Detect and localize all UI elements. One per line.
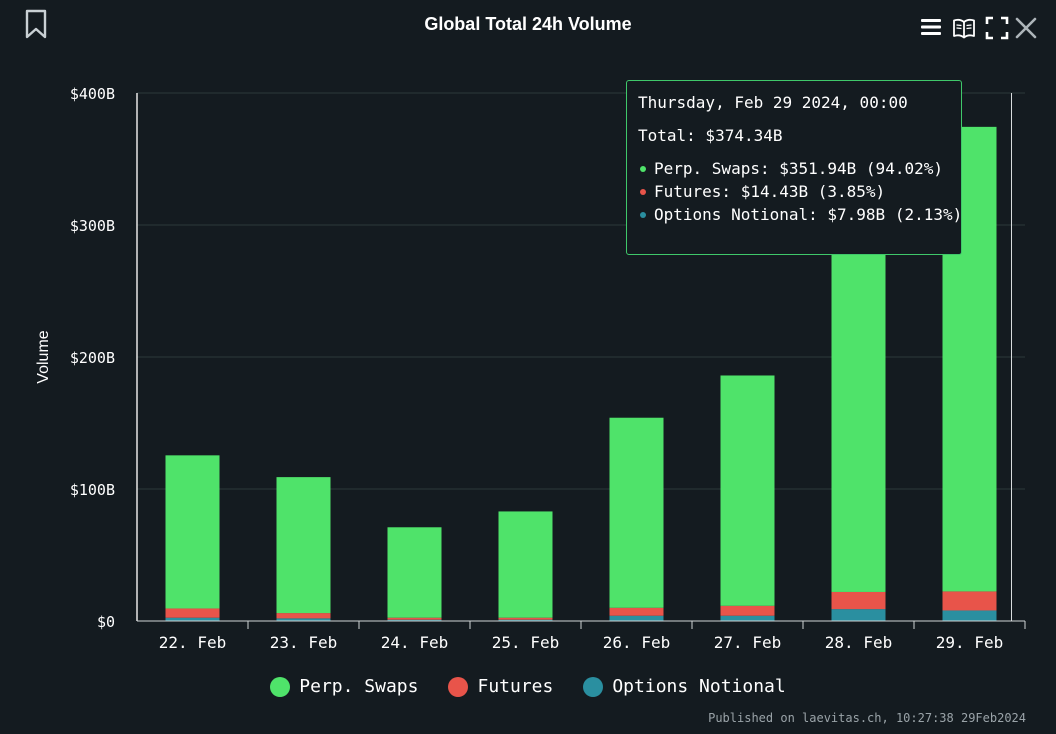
bar-segment[interactable] (165, 608, 220, 618)
bar-segment[interactable] (276, 613, 331, 619)
x-tick-label: 29. Feb (936, 633, 1003, 652)
bar-segment[interactable] (831, 226, 886, 592)
bar-segment[interactable] (609, 607, 664, 616)
x-tick-label: 26. Feb (603, 633, 670, 652)
bar-segment[interactable] (831, 609, 886, 621)
bar-segment[interactable] (387, 619, 442, 621)
legend-label: Perp. Swaps (299, 676, 419, 697)
y-tick-label: $400B (70, 85, 115, 103)
bar-segment[interactable] (720, 375, 775, 606)
y-axis-title: Volume (35, 330, 52, 383)
bar-segment[interactable] (498, 511, 553, 618)
x-tick-label: 23. Feb (270, 633, 337, 652)
bar-segment[interactable] (831, 591, 886, 610)
tooltip: Thursday, Feb 29 2024, 00:00 Total: $374… (626, 80, 962, 255)
legend-item-futures[interactable]: Futures (448, 676, 553, 697)
futures-dot (640, 188, 646, 195)
bar-segment[interactable] (276, 618, 331, 621)
legend-item-perp-swaps[interactable]: Perp. Swaps (270, 676, 418, 697)
bar-segment[interactable] (609, 615, 664, 621)
bar-segment[interactable] (609, 417, 664, 608)
published-credit: Published on laevitas.ch, 10:27:38 29Feb… (708, 711, 1026, 725)
tooltip-futures-text: Futures: $14.43B (3.85%) (654, 182, 886, 201)
tooltip-row-options: Options Notional: $7.98B (2.13%) (638, 203, 962, 226)
x-tick-label: 22. Feb (159, 633, 226, 652)
bar-segment[interactable] (387, 527, 442, 618)
hamburger-menu-icon[interactable] (920, 17, 942, 37)
y-tick-label: $200B (70, 349, 115, 367)
x-tick-label: 28. Feb (825, 633, 892, 652)
bar-segment[interactable] (942, 610, 997, 621)
bar-segment[interactable] (498, 617, 553, 620)
chart-title: Global Total 24h Volume (424, 14, 632, 34)
legend-item-options-notional[interactable]: Options Notional (583, 676, 786, 697)
y-tick-label: $0 (97, 613, 115, 631)
tooltip-options-text: Options Notional: $7.98B (2.13%) (654, 205, 963, 224)
bar-segment[interactable] (942, 591, 997, 611)
tooltip-perp-swaps-text: Perp. Swaps: $351.94B (94.02%) (654, 159, 943, 178)
axes: $0 $100B $200B $300B $400B Volume 22. Feb 23. F… (35, 85, 1026, 652)
bar-segment[interactable] (165, 617, 220, 621)
x-tick-label: 27. Feb (714, 633, 781, 652)
bookmark-icon[interactable] (25, 9, 47, 39)
bars (165, 126, 997, 621)
legend: Perp. Swaps Futures Options Notional (0, 676, 1056, 697)
tooltip-date: Thursday, Feb 29 2024, 00:00 (638, 93, 908, 112)
legend-swatch (583, 676, 604, 697)
options-notional-dot (640, 211, 646, 218)
legend-label: Options Notional (612, 676, 786, 697)
y-tick-label: $100B (70, 481, 115, 499)
x-tick-label: 25. Feb (492, 633, 559, 652)
tooltip-row-futures: Futures: $14.43B (3.85%) (638, 180, 950, 203)
fullscreen-icon[interactable] (985, 16, 1009, 40)
bar-segment[interactable] (276, 477, 331, 614)
bar-segment[interactable] (720, 615, 775, 621)
legend-swatch (270, 676, 291, 697)
y-tick-label: $300B (70, 217, 115, 235)
tooltip-row-perp-swaps: Perp. Swaps: $351.94B (94.02%) (638, 157, 950, 180)
legend-swatch (448, 676, 469, 697)
bar-segment[interactable] (387, 617, 442, 620)
close-icon[interactable] (1014, 16, 1038, 40)
x-tick-label: 24. Feb (381, 633, 448, 652)
legend-label: Futures (477, 676, 554, 697)
bar-segment[interactable] (498, 619, 553, 621)
perp-swaps-dot (640, 165, 646, 172)
book-icon[interactable] (952, 17, 976, 39)
bar-segment[interactable] (165, 455, 220, 609)
bar-segment[interactable] (720, 605, 775, 616)
tooltip-total: Total: $374.34B (638, 126, 783, 145)
